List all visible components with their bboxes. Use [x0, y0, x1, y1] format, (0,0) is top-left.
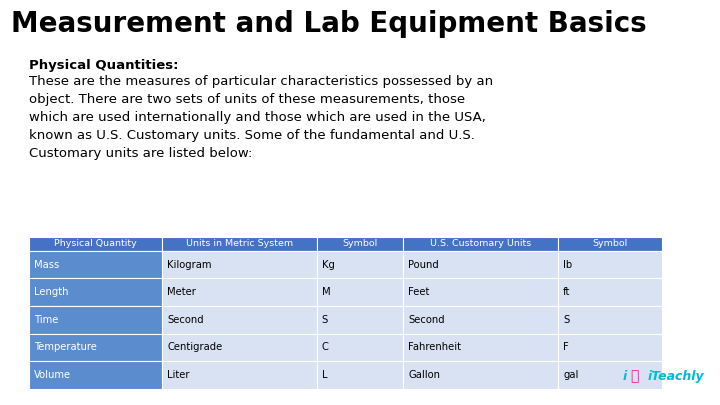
Text: Second: Second: [167, 315, 204, 325]
Bar: [558, 279, 662, 306]
Text: Length: Length: [34, 287, 68, 297]
Bar: [403, 306, 558, 334]
Text: F: F: [563, 343, 569, 352]
Bar: [558, 237, 662, 251]
Text: Physical Quantity: Physical Quantity: [54, 239, 137, 248]
Bar: [403, 237, 558, 251]
Text: Second: Second: [408, 315, 445, 325]
Text: Pound: Pound: [408, 260, 439, 270]
Text: These are the measures of particular characteristics possessed by an
object. The: These are the measures of particular cha…: [29, 75, 493, 160]
Text: U.S. Customary Units: U.S. Customary Units: [430, 239, 531, 248]
Text: Gallon: Gallon: [408, 370, 440, 380]
Bar: [29, 361, 162, 389]
Text: S: S: [322, 315, 328, 325]
Bar: [403, 251, 558, 279]
Bar: [162, 251, 317, 279]
Bar: [162, 306, 317, 334]
Text: Feet: Feet: [408, 287, 430, 297]
Text: L: L: [322, 370, 328, 380]
Bar: [29, 251, 162, 279]
Text: Measurement and Lab Equipment Basics: Measurement and Lab Equipment Basics: [11, 10, 647, 38]
Text: Physical Quantities:: Physical Quantities:: [29, 59, 179, 72]
Text: 🚶: 🚶: [630, 369, 639, 383]
Text: Temperature: Temperature: [34, 343, 96, 352]
Text: Fahrenheit: Fahrenheit: [408, 343, 462, 352]
Text: Units in Metric System: Units in Metric System: [186, 239, 293, 248]
Text: Mass: Mass: [34, 260, 59, 270]
Bar: [558, 306, 662, 334]
Text: M: M: [322, 287, 330, 297]
Text: Centigrade: Centigrade: [167, 343, 222, 352]
Text: iTeachly: iTeachly: [648, 370, 705, 383]
Bar: [558, 334, 662, 361]
Bar: [403, 361, 558, 389]
Text: Kg: Kg: [322, 260, 335, 270]
Text: ft: ft: [563, 287, 570, 297]
Text: C: C: [322, 343, 329, 352]
Text: lb: lb: [563, 260, 572, 270]
Bar: [162, 279, 317, 306]
Bar: [558, 361, 662, 389]
Bar: [403, 279, 558, 306]
Text: Kilogram: Kilogram: [167, 260, 212, 270]
Bar: [162, 361, 317, 389]
Bar: [29, 279, 162, 306]
Bar: [162, 237, 317, 251]
Bar: [317, 279, 403, 306]
Text: Volume: Volume: [34, 370, 71, 380]
Bar: [317, 334, 403, 361]
Text: Time: Time: [34, 315, 58, 325]
Bar: [162, 334, 317, 361]
Bar: [317, 251, 403, 279]
Text: Liter: Liter: [167, 370, 189, 380]
Bar: [317, 361, 403, 389]
Bar: [317, 237, 403, 251]
Text: S: S: [563, 315, 570, 325]
Text: gal: gal: [563, 370, 578, 380]
Bar: [403, 334, 558, 361]
Text: i: i: [622, 370, 626, 383]
Bar: [317, 306, 403, 334]
Bar: [29, 306, 162, 334]
Bar: [29, 334, 162, 361]
Bar: [558, 251, 662, 279]
Text: Meter: Meter: [167, 287, 196, 297]
Bar: [29, 237, 162, 251]
Text: Symbol: Symbol: [343, 239, 377, 248]
Text: Symbol: Symbol: [593, 239, 628, 248]
